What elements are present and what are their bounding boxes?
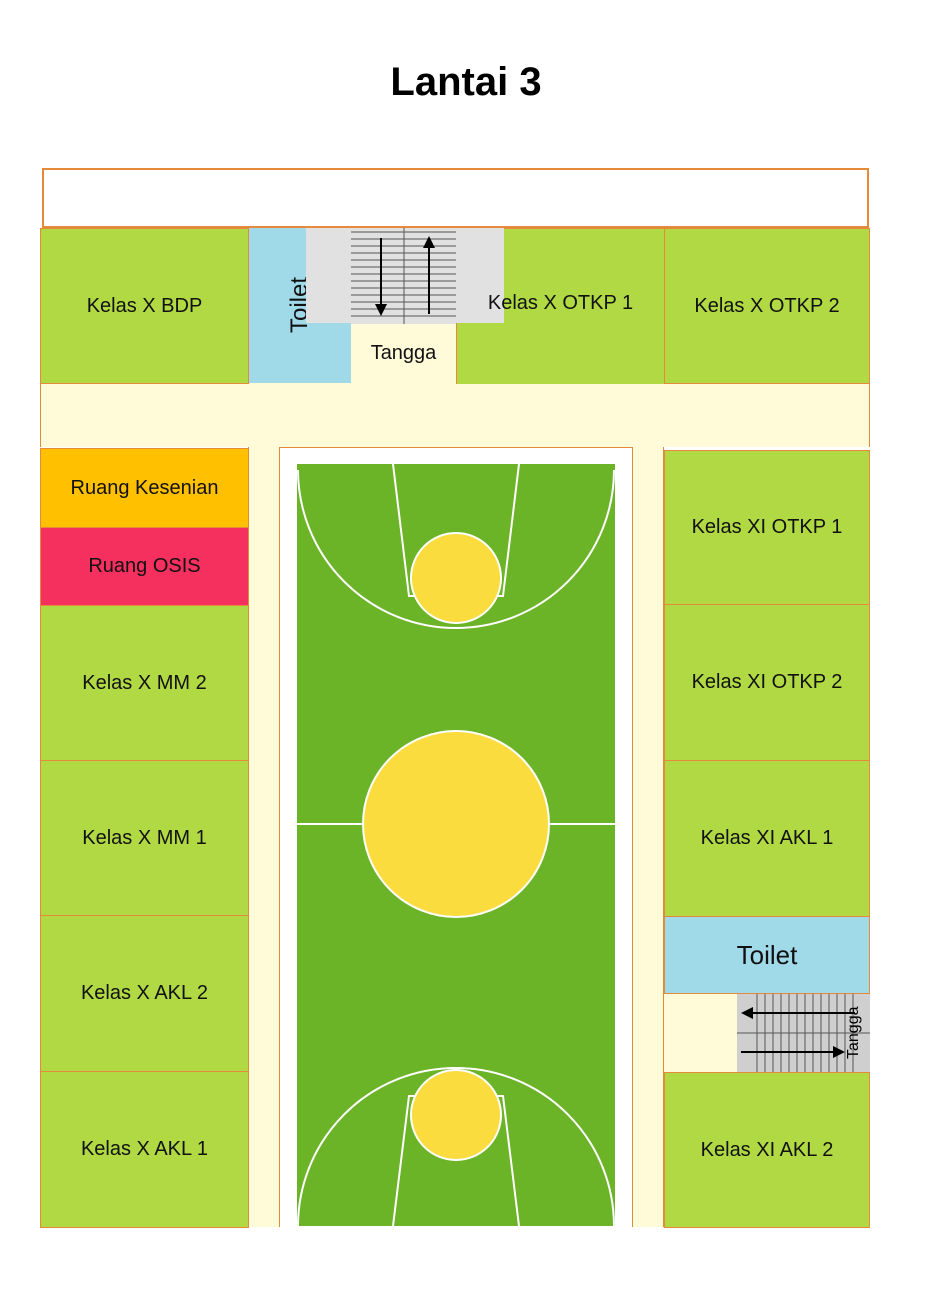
center-circle — [362, 730, 550, 918]
room-kelas-xi-otkp-1: Kelas XI OTKP 1 — [664, 450, 870, 605]
free-throw-circle-bottom — [410, 1069, 502, 1161]
room-kelas-x-akl-2: Kelas X AKL 2 — [40, 915, 249, 1072]
corridor-right — [632, 447, 664, 1227]
basketball-court — [297, 464, 615, 1226]
room-kelas-x-mm-1: Kelas X MM 1 — [40, 760, 249, 916]
room-ruang-osis: Ruang OSIS — [40, 527, 249, 606]
page-title: Lantai 3 — [390, 60, 542, 104]
three-point-arc-bottom — [297, 1067, 615, 1226]
tangga-right-label: Tangga — [845, 1006, 862, 1060]
top-balcony — [42, 168, 869, 228]
corridor-left — [248, 447, 280, 1227]
toilet-top-inner — [306, 228, 352, 323]
stairs-landing-top: Tangga — [351, 323, 456, 384]
tangga-top-label: Tangga — [370, 342, 437, 364]
room-kelas-xi-akl-2: Kelas XI AKL 2 — [664, 1072, 870, 1228]
stairs-top-side — [456, 228, 504, 323]
toilet-right: Toilet — [664, 916, 870, 994]
room-kelas-x-otkp-2: Kelas X OTKP 2 — [664, 228, 870, 384]
room-kelas-x-otkp-1-bg2 — [456, 323, 504, 384]
room-kelas-x-otkp-1-bg — [504, 228, 665, 384]
room-kelas-x-otkp-1-label: Kelas X OTKP 1 — [487, 292, 634, 314]
room-kelas-xi-otkp-2: Kelas XI OTKP 2 — [664, 604, 870, 761]
room-ruang-kesenian: Ruang Kesenian — [40, 448, 249, 528]
room-kelas-x-mm-2: Kelas X MM 2 — [40, 605, 249, 761]
corridor-top — [40, 383, 870, 447]
three-point-arc-top — [297, 469, 615, 629]
room-kelas-x-akl-1: Kelas X AKL 1 — [40, 1071, 249, 1228]
corridor-right-lower — [664, 994, 737, 1072]
stairs-right — [737, 994, 870, 1072]
room-kelas-x-bdp: Kelas X BDP — [40, 228, 249, 384]
free-throw-circle-top — [410, 532, 502, 624]
stairs-top — [351, 228, 457, 324]
room-kelas-xi-akl-1: Kelas XI AKL 1 — [664, 760, 870, 917]
